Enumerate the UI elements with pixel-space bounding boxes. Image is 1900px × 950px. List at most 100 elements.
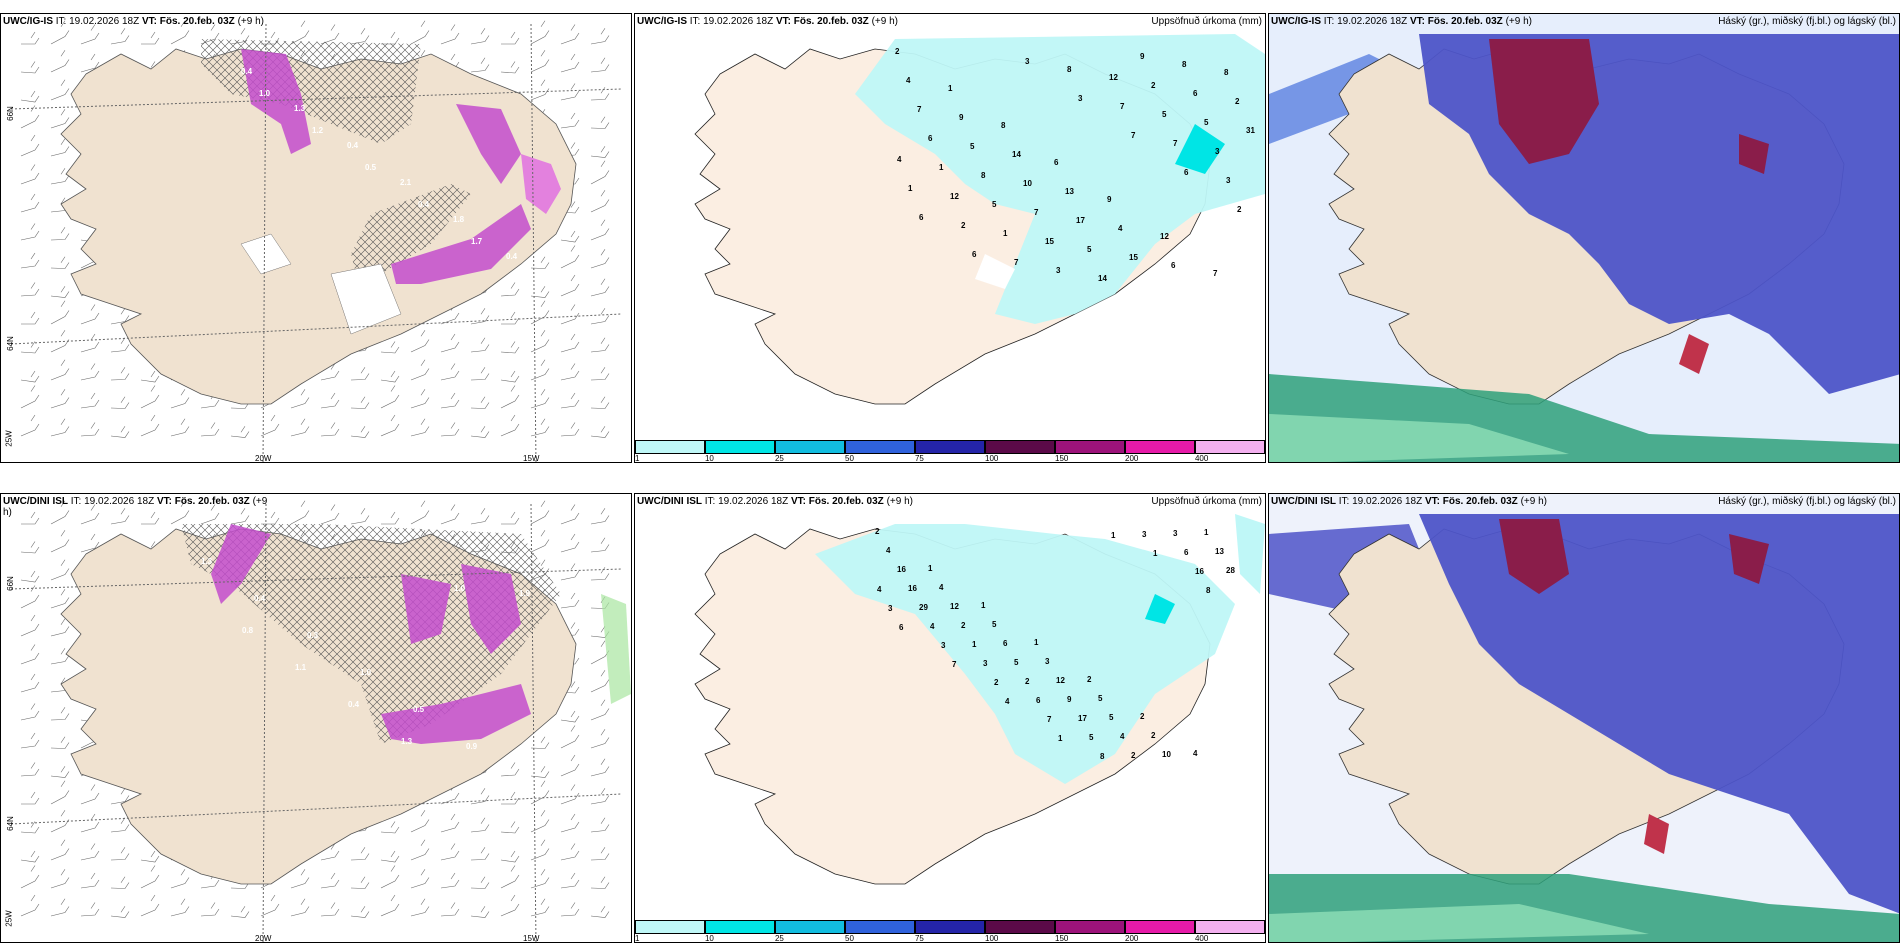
wind-barb: [50, 300, 70, 325]
wind-barb: [470, 847, 490, 861]
wind-barb: [590, 308, 610, 325]
wind-barb: [20, 673, 40, 693]
wind-barb: [50, 20, 70, 45]
precip-value-label: 2: [1151, 81, 1156, 90]
wind-barb: [380, 850, 400, 863]
panel-wind-ig-is: UWC/IG-IS IT: 19.02.2026 18Z VT: Fös. 20…: [0, 13, 632, 463]
precip-value-label: 12: [1160, 232, 1169, 241]
colorbar-tick-label: 75: [914, 454, 924, 463]
wind-barb: [350, 367, 370, 381]
wind-barb: [50, 389, 70, 409]
colorbar-cell: [1125, 440, 1195, 454]
lat-label-66n: 66N: [5, 576, 15, 591]
wind-barb: [470, 817, 490, 833]
precip-value-label: 8: [1182, 60, 1187, 69]
wind-barb: [50, 869, 70, 889]
precip-value-label: 15: [1045, 237, 1054, 246]
precip-value-label: 2: [1131, 751, 1136, 760]
wind-barb: [530, 359, 550, 381]
wind-precip-map: 1.3 0.4 0.3 1.0 0.5 0.9 1.9 0.8 1.1 0.4 1.3 1.0: [10, 500, 631, 942]
wind-barb: [530, 766, 550, 778]
wind-barb: [560, 592, 580, 609]
wind-barb: [140, 414, 160, 437]
wind-barb: [80, 422, 100, 437]
wind-barb: [50, 736, 70, 749]
wind-barb: [560, 784, 580, 805]
precip-value-label: 12: [950, 192, 959, 201]
wind-barb: [20, 164, 40, 185]
precip-value-label: 5: [970, 142, 975, 151]
wind-barb: [500, 61, 520, 74]
wind-barb: [560, 422, 580, 437]
wind-barb: [380, 821, 400, 834]
wind-barb: [110, 906, 130, 918]
wind-barb: [20, 370, 40, 383]
high-cloud-area: [1499, 519, 1569, 594]
wind-barb: [230, 426, 250, 438]
wind-barb: [440, 24, 460, 45]
wind-barb: [560, 304, 580, 325]
precip-value-label: 5: [1014, 658, 1019, 667]
precip-area: [855, 34, 1265, 324]
colorbar-tick-label: 100: [985, 934, 999, 943]
wind-barb: [560, 392, 580, 409]
wind-barb: [110, 28, 130, 45]
wind-barb: [560, 533, 580, 553]
precip-value-label: 2: [1235, 97, 1240, 106]
wind-barb: [50, 227, 70, 241]
precip-value-label: 2.1: [400, 178, 412, 187]
lon-label-15w: 15W: [523, 454, 540, 463]
colorbar-cell: [1055, 440, 1125, 454]
wind-barb: [560, 563, 580, 581]
wind-barb: [350, 28, 370, 45]
precip-value-label: 0.5: [365, 163, 377, 172]
wind-barb: [50, 780, 70, 805]
wind-barb: [410, 839, 430, 861]
precip-value-label: 1: [948, 84, 953, 93]
wind-barb: [470, 367, 490, 381]
wind-barb: [530, 530, 550, 553]
wind-barb: [530, 500, 550, 525]
precip-value-label: 3: [1045, 657, 1050, 666]
wind-barb: [110, 788, 130, 805]
precip-value-label: 0.4: [348, 700, 360, 709]
wind-barb: [470, 28, 490, 45]
wind-barb: [80, 304, 100, 325]
precip-value-label: 6: [1054, 158, 1059, 167]
wind-barb: [50, 559, 70, 581]
colorbar-cell: [774, 920, 845, 934]
precip-value-label: 2: [961, 221, 966, 230]
precip-value-label: 3: [1056, 266, 1061, 275]
precip-value-label: 1.1: [295, 663, 307, 672]
wind-barb: [20, 732, 40, 749]
panel-precip-ig-is: UWC/IG-IS IT: 19.02.2026 18Z VT: Fös. 20…: [634, 13, 1266, 463]
panel-title: UWC/DINI ISL IT: 19.02.2026 18Z VT: Fös.…: [1271, 496, 1547, 507]
precip-value-label: 5: [1087, 245, 1092, 254]
colorbar-cell: [985, 440, 1055, 454]
wind-barb: [290, 869, 310, 889]
precip-value-label: 1.3: [401, 737, 413, 746]
wind-barb: [141, 31, 160, 45]
wind-barb: [20, 193, 40, 213]
colorbar-cell: [845, 440, 915, 454]
precip-value-label: 1.3: [294, 104, 306, 113]
precip-value-label: 2: [1151, 731, 1156, 740]
wind-barb: [50, 109, 70, 129]
wind-barb: [560, 843, 580, 861]
wind-barb: [350, 508, 370, 525]
wind-barb: [380, 894, 400, 917]
wind-precip-map: 0.4 1.3 0.4 2.1 1.8 0.4 1.0 1.2 0.5 0.4 1.7 1.2: [10, 20, 622, 462]
precip-value-label: 1.2: [312, 126, 324, 135]
colorbar-tick-label: 50: [845, 934, 854, 943]
wind-barb: [20, 585, 40, 609]
precip-value-label: 4: [939, 583, 944, 592]
wind-barb: [50, 138, 70, 157]
wind-barb: [80, 872, 100, 889]
wind-barb: [590, 57, 610, 73]
wind-barb: [560, 112, 580, 129]
wind-barb: [50, 256, 70, 269]
precip-value-label: 9: [1107, 195, 1112, 204]
precip-value-label: 8: [1001, 121, 1006, 130]
wind-barb: [20, 850, 40, 863]
precip-colorbar: 1 10 25 50 75 100 150 200 400: [635, 920, 1265, 942]
